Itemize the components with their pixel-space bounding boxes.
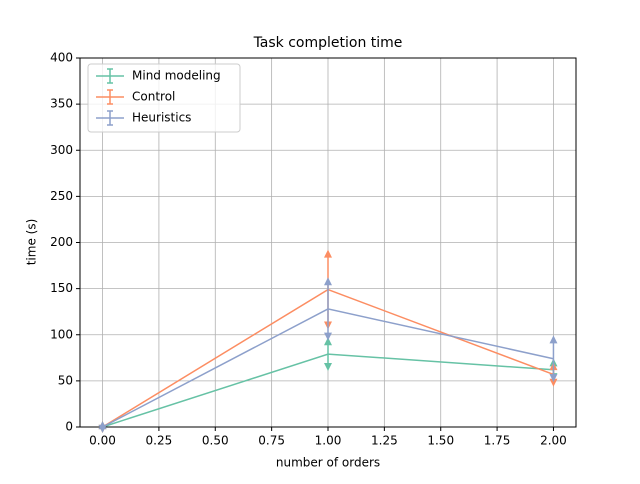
error-cap-lower: [549, 378, 558, 387]
error-cap-upper: [549, 335, 558, 344]
x-tick-label: 0.00: [89, 434, 116, 448]
y-tick-label: 400: [50, 51, 73, 65]
x-tick-label: 1.50: [427, 434, 454, 448]
y-axis-label: time (s): [25, 219, 39, 266]
y-tick-label: 100: [50, 327, 73, 341]
x-tick-label: 0.50: [202, 434, 229, 448]
x-tick-label: 2.00: [540, 434, 567, 448]
error-cap-lower: [549, 374, 558, 383]
error-cap-lower: [324, 332, 332, 341]
plot-frame: [79, 57, 577, 428]
y-tick-label: 250: [50, 189, 73, 203]
x-axis-label: number of orders: [276, 456, 380, 470]
x-tick-label: 0.25: [146, 434, 173, 448]
x-tick-label: 1.75: [484, 434, 511, 448]
error-cap-upper: [324, 277, 332, 286]
y-tick-label: 0: [65, 420, 73, 434]
y-tick-label: 150: [50, 281, 73, 295]
y-tick-label: 200: [50, 235, 73, 249]
legend-box: [87, 63, 241, 133]
error-cap-upper: [324, 249, 332, 258]
y-tick-label: 50: [58, 373, 73, 387]
error-cap-lower: [324, 363, 332, 372]
error-cap-lower: [98, 424, 107, 433]
x-tick-label: 0.75: [258, 434, 285, 448]
y-tick-label: 350: [50, 97, 73, 111]
chart-title: Task completion time: [253, 35, 403, 51]
error-cap-upper: [324, 337, 332, 346]
legend-label: Mind modeling: [132, 69, 221, 83]
legend-label: Control: [132, 90, 175, 104]
legend-label: Heuristics: [132, 111, 191, 125]
y-tick-label: 300: [50, 143, 73, 157]
x-tick-label: 1.25: [371, 434, 398, 448]
x-tick-label: 1.00: [315, 434, 342, 448]
